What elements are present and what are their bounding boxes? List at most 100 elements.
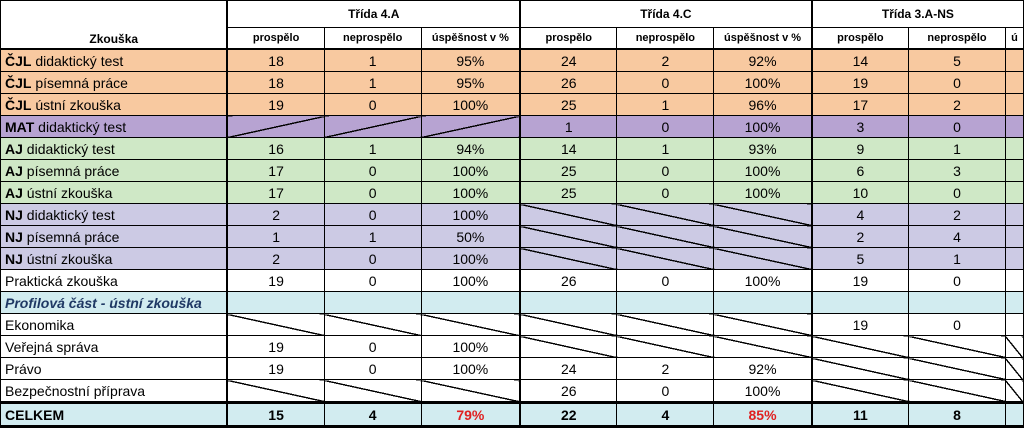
class-4a-cell: 1 — [323, 71, 422, 94]
class-4c-struck-cell — [519, 225, 618, 248]
class-4a-cell: 0 — [323, 357, 422, 380]
class-3ans-struck-cell — [810, 335, 910, 358]
clipped-cell — [1004, 225, 1024, 248]
col-uspesnost: úspěšnost v % — [420, 27, 521, 50]
class-4a-struck-cell — [420, 379, 521, 403]
class-4a-cell: 1 — [323, 48, 422, 72]
class-4a-cell: 0 — [323, 203, 422, 226]
class-4a-cell: 1 — [323, 225, 422, 248]
class-4a-empty-cell — [420, 291, 521, 314]
table-row: NJ ústní zkouška 2 0 100% 5 1 — [0, 247, 1024, 270]
class-4c-struck-cell — [713, 247, 813, 270]
exam-name: didaktický test — [22, 206, 115, 223]
class-4c-cell: 0 — [616, 379, 715, 403]
class-4c-cell: 1 — [616, 137, 715, 160]
exam-name: ústní zkouška — [22, 250, 113, 267]
class-3ans-cell: 19 — [810, 71, 910, 94]
row-label: Bezpečnostní příprava — [0, 379, 228, 403]
col-neprospelo: neprospělo — [908, 27, 1006, 50]
table-row: MAT didaktický test 1 0 100% 3 0 — [0, 115, 1024, 138]
row-label: MAT didaktický test — [0, 115, 228, 138]
clipped-cell — [1004, 159, 1024, 182]
class-3ans-cell: 0 — [908, 313, 1006, 336]
clipped-cell — [1004, 269, 1024, 292]
class-4c-header: Třída 4.C — [519, 0, 813, 28]
row-label: AJ ústní zkouška — [0, 181, 228, 204]
class-3ans-cell: 5 — [810, 247, 910, 270]
class-4a-cell: 100% — [420, 93, 521, 116]
class-4a-cell: 100% — [420, 335, 521, 358]
class-4c-cell: 26 — [519, 379, 618, 403]
class-3ans-cell: 19 — [810, 269, 910, 292]
class-3ans-cell: 1 — [908, 247, 1006, 270]
class-3ans-cell: 6 — [810, 159, 910, 182]
col-neprospelo: neprospělo — [323, 27, 422, 50]
class-4a-cell: 17 — [226, 181, 325, 204]
class-4c-cell: 25 — [519, 181, 618, 204]
row-label: Veřejná správa — [0, 335, 228, 358]
row-label: ČJL písemná práce — [0, 71, 228, 94]
table-row: NJ písemná práce 1 1 50% 2 4 — [0, 225, 1024, 248]
class-3ans-struck-cell — [810, 379, 910, 403]
class-4a-struck-cell — [323, 379, 422, 403]
row-label: Profilová část - ústní zkouška — [0, 291, 228, 314]
clipped-cell — [1004, 291, 1024, 314]
exam-name: didaktický test — [34, 118, 127, 135]
total-label: CELKEM — [0, 401, 228, 428]
class-4a-cell: 2 — [226, 203, 325, 226]
header-zkouska: Zkouška — [0, 0, 228, 50]
row-label: Praktická zkouška — [0, 269, 228, 292]
class-4c-cell: 1 — [519, 115, 618, 138]
class-3ans-cell: 4 — [810, 203, 910, 226]
class-4c-cell: 100% — [713, 71, 813, 94]
class-4c-cell: 100% — [713, 269, 813, 292]
class-4a-cell: 0 — [323, 159, 422, 182]
exam-name: písemná práce — [22, 162, 120, 179]
class-4a-cell: 100% — [420, 357, 521, 380]
class-4a-cell: 100% — [420, 269, 521, 292]
class-3ans-cell: 10 — [810, 181, 910, 204]
class-4c-total-cell: 85% — [713, 401, 813, 428]
class-4c-cell: 25 — [519, 159, 618, 182]
class-4c-struck-cell — [713, 335, 813, 358]
class-3ans-struck-cell — [908, 335, 1006, 358]
subject-code: AJ — [5, 162, 23, 179]
subject-code: ČJL — [5, 74, 32, 91]
clipped-cell — [1004, 137, 1024, 160]
class-4c-cell: 92% — [713, 48, 813, 72]
class-4a-cell: 1 — [226, 225, 325, 248]
class-3ans-header: Třída 3.A-NS — [810, 0, 1024, 28]
exam-name: didaktický test — [22, 140, 115, 157]
col-prospelo: prospělo — [226, 27, 325, 50]
class-4c-struck-cell — [519, 203, 618, 226]
class-4a-cell: 18 — [226, 48, 325, 72]
class-3ans-cell: 3 — [908, 159, 1006, 182]
class-4c-cell: 24 — [519, 48, 618, 72]
row-label: NJ ústní zkouška — [0, 247, 228, 270]
class-4a-struck-cell — [323, 115, 422, 138]
class-4a-cell: 0 — [323, 93, 422, 116]
class-4a-cell: 0 — [323, 269, 422, 292]
class-4c-cell: 2 — [616, 357, 715, 380]
table-body: ČJL didaktický test 18 1 95% 24 2 92% 14 5 ČJL pí… — [0, 48, 1024, 428]
col-prospelo: prospělo — [810, 27, 910, 50]
class-3ans-cell: 1 — [908, 137, 1006, 160]
class-4a-cell: 94% — [420, 137, 521, 160]
row-label: NJ písemná práce — [0, 225, 228, 248]
subject-code: NJ — [5, 206, 23, 223]
class-3ans-struck-cell — [810, 357, 910, 380]
class-4c-cell: 24 — [519, 357, 618, 380]
exam-name: didaktický test — [31, 52, 124, 69]
clipped-cell — [1004, 181, 1024, 204]
class-4c-empty-cell — [519, 291, 618, 314]
class-header-row: Zkouška Třída 4.A Třída 4.C Třída 3.A-NS — [0, 0, 1024, 50]
class-4a-cell: 19 — [226, 335, 325, 358]
class-4c-total-cell: 22 — [519, 401, 618, 428]
class-4c-struck-cell — [616, 203, 715, 226]
col-uspesnost-clipped: ú — [1004, 27, 1024, 50]
table-row: Praktická zkouška 19 0 100% 26 0 100% 19 0 — [0, 269, 1024, 292]
subject-code: AJ — [5, 184, 23, 201]
class-3ans-cell: 19 — [810, 313, 910, 336]
class-4a-cell: 19 — [226, 357, 325, 380]
clipped-cell — [1004, 93, 1024, 116]
